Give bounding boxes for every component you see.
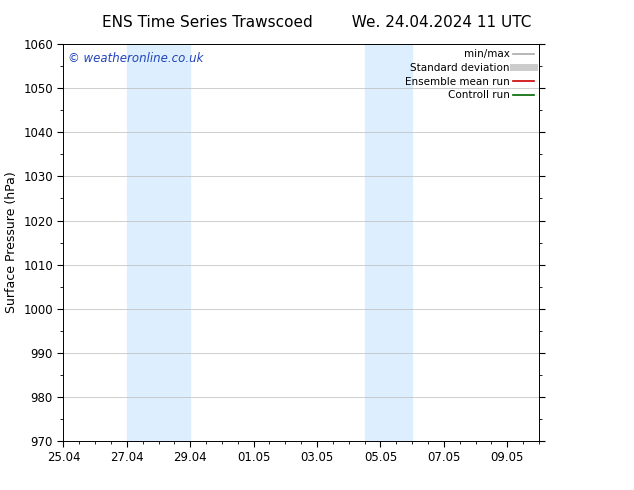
Text: © weatheronline.co.uk: © weatheronline.co.uk <box>68 52 204 65</box>
Text: ENS Time Series Trawscoed        We. 24.04.2024 11 UTC: ENS Time Series Trawscoed We. 24.04.2024… <box>102 15 532 30</box>
Legend: min/max, Standard deviation, Ensemble mean run, Controll run: min/max, Standard deviation, Ensemble me… <box>401 45 538 104</box>
Y-axis label: Surface Pressure (hPa): Surface Pressure (hPa) <box>4 172 18 314</box>
Bar <box>127 44 190 441</box>
Bar <box>365 44 412 441</box>
